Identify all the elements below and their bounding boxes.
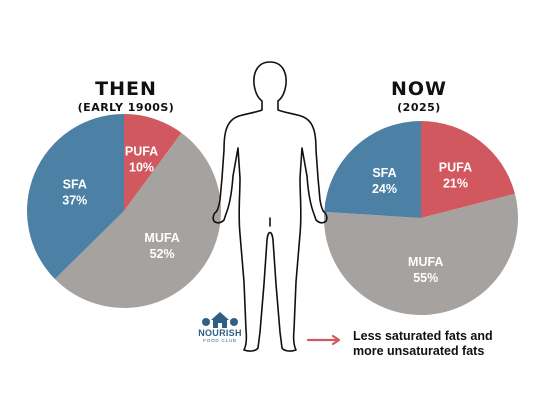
now-slice-sfa — [324, 121, 421, 218]
now-slice-label-pufa: PUFA — [439, 161, 472, 175]
now-slice-label-mufa: MUFA — [408, 255, 443, 269]
left-chart-title: THEN — [95, 78, 157, 100]
arrow-icon — [306, 334, 341, 346]
now-slice-label-sfa: SFA — [372, 166, 396, 180]
logo-house-icon — [202, 312, 238, 328]
then-slice-value-mufa: 52% — [150, 247, 175, 261]
human-figure-outline — [212, 61, 328, 352]
logo-name: NOURISH — [198, 328, 242, 338]
nourish-food-club-logo: NOURISH FOOD CLUB — [197, 308, 243, 352]
pie-chart-now: PUFA 21% MUFA 55% SFA 24% — [324, 121, 518, 315]
now-slice-value-sfa: 24% — [372, 182, 397, 196]
right-chart-subtitle: (2025) — [397, 101, 441, 114]
now-slice-value-pufa: 21% — [443, 177, 468, 191]
then-slice-pufa — [124, 114, 182, 211]
now-slice-mufa — [324, 193, 518, 315]
then-slice-mufa — [54, 132, 221, 308]
pie-chart-then: PUFA 10% MUFA 52% SFA 37% — [27, 114, 221, 308]
caption: Less saturated fats and more unsaturated… — [353, 329, 493, 359]
right-chart-title: NOW — [390, 78, 447, 100]
then-slice-value-pufa: 10% — [129, 161, 154, 175]
caption-line-2: more unsaturated fats — [353, 344, 485, 358]
then-slice-value-sfa: 37% — [62, 193, 87, 207]
now-slice-pufa — [421, 121, 515, 218]
left-chart-subtitle: (EARLY 1900S) — [77, 101, 175, 114]
caption-line-1: Less saturated fats and — [353, 329, 493, 343]
then-slice-label-mufa: MUFA — [144, 231, 179, 245]
now-slice-value-mufa: 55% — [413, 271, 438, 285]
then-slice-label-pufa: PUFA — [125, 145, 158, 159]
then-slice-sfa — [27, 114, 124, 280]
logo-subtitle: FOOD CLUB — [203, 338, 237, 343]
then-slice-label-sfa: SFA — [63, 177, 87, 191]
